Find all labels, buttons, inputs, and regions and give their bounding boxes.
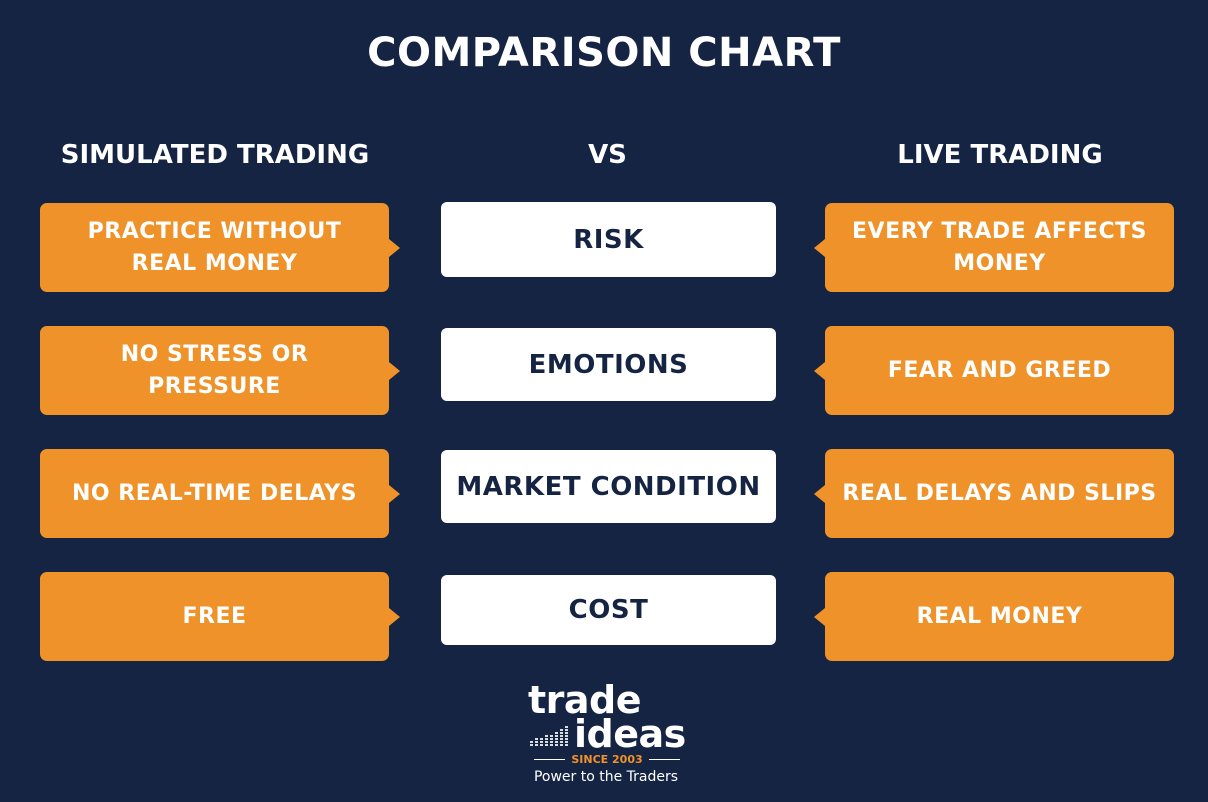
simulated-risk-box: PRACTICE WITHOUT REAL MONEY [40,203,400,292]
header-live-trading: LIVE TRADING [897,140,1103,170]
divider [648,759,681,760]
category-risk: RISK [441,202,776,277]
divider [534,759,566,760]
logo-since-row: SINCE 2003 [528,753,686,766]
live-market-box: REAL DELAYS AND SLIPS [814,449,1174,538]
trade-ideas-logo: trade ideas SINCE 2003 Power to the Trad… [520,680,692,790]
live-cost-box: REAL MONEY [814,572,1174,661]
bar-chart-icon [530,726,568,746]
live-risk-box: EVERY TRADE AFFECTS MONEY [814,203,1174,292]
chart-title: COMPARISON CHART [367,30,841,76]
live-emotions-box: FEAR AND GREED [814,326,1174,415]
header-simulated-trading: SIMULATED TRADING [60,140,370,170]
simulated-cost-box: FREE [40,572,400,661]
logo-word-ideas: ideas [574,712,686,756]
logo-tagline: Power to the Traders [533,769,679,785]
simulated-market-box: NO REAL-TIME DELAYS [40,449,400,538]
simulated-emotions-box: NO STRESS OR PRESSURE [40,326,400,415]
category-cost: COST [441,575,776,645]
header-vs: VS [588,140,627,170]
logo-word-trade: trade [528,678,642,722]
category-emotions: EMOTIONS [441,328,776,401]
logo-since-text: SINCE 2003 [571,753,643,766]
category-market-condition: MARKET CONDITION [441,450,776,523]
